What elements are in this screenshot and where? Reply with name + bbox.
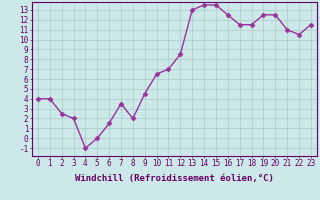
X-axis label: Windchill (Refroidissement éolien,°C): Windchill (Refroidissement éolien,°C) (75, 174, 274, 183)
